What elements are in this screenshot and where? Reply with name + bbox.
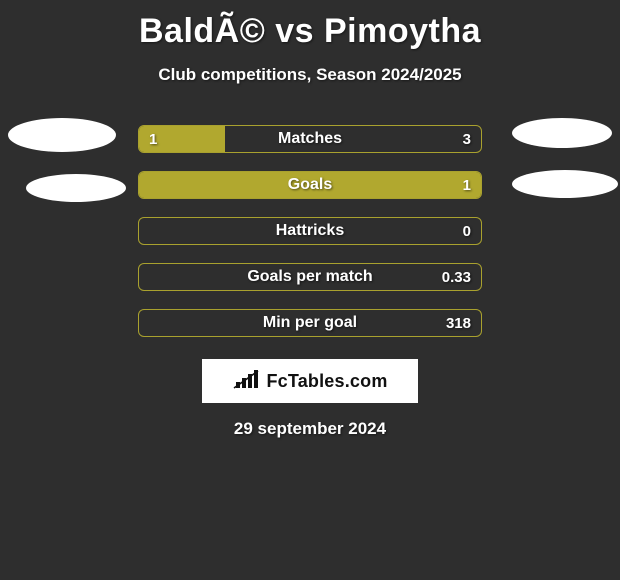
stat-bar: Min per goal318 xyxy=(138,309,482,337)
bar-chart-icon xyxy=(232,368,260,395)
oval-shape xyxy=(26,174,126,202)
bar-right-value: 318 xyxy=(446,310,471,336)
left-ovals-group xyxy=(8,118,126,202)
stat-bar: Matches13 xyxy=(138,125,482,153)
oval-shape xyxy=(8,118,116,152)
stat-bar: Goals1 xyxy=(138,171,482,199)
brand-text: FcTables.com xyxy=(266,371,387,392)
page-subtitle: Club competitions, Season 2024/2025 xyxy=(0,65,620,85)
right-ovals-group xyxy=(512,118,612,198)
bar-right-value: 0 xyxy=(463,218,471,244)
stat-bar: Hattricks0 xyxy=(138,217,482,245)
bar-fill xyxy=(139,172,481,198)
oval-shape xyxy=(512,118,612,148)
bar-right-value: 0.33 xyxy=(442,264,471,290)
brand-box: FcTables.com xyxy=(202,359,418,403)
page-title: BaldÃ© vs Pimoytha xyxy=(0,0,620,51)
bar-fill xyxy=(139,126,225,152)
stat-bar: Goals per match0.33 xyxy=(138,263,482,291)
footer-date: 29 september 2024 xyxy=(0,419,620,439)
bar-label: Min per goal xyxy=(139,310,481,336)
bar-right-value: 3 xyxy=(463,126,471,152)
oval-shape xyxy=(512,170,618,198)
bar-label: Hattricks xyxy=(139,218,481,244)
bar-label: Goals per match xyxy=(139,264,481,290)
comparison-bars: Matches13 Goals1 Hattricks0 Goals per match… xyxy=(138,125,482,337)
